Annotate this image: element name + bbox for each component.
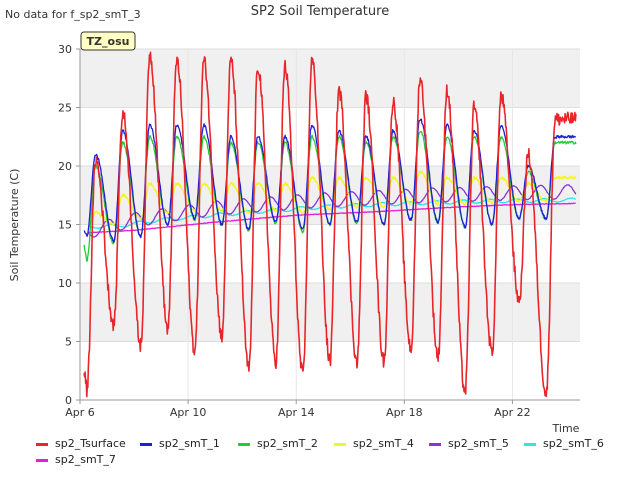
series-layer (83, 51, 577, 398)
y-tick-label: 15 (58, 219, 72, 232)
legend-swatch (334, 442, 346, 446)
legend-swatch (524, 442, 536, 446)
y-tick-group: 0 5 10 15 20 25 30 (58, 43, 80, 407)
legend-item-sp2-tsurface: sp2_Tsurface (36, 436, 126, 452)
legend-swatch (36, 458, 48, 462)
x-axis-label: Time (552, 422, 580, 435)
x-tick-group: Apr 6 Apr 10 Apr 14 Apr 18 Apr 22 (65, 400, 531, 419)
series-line-sp2-tsurface (83, 51, 577, 398)
site-badge-box (80, 31, 136, 51)
legend-swatch (140, 442, 152, 446)
legend-label: sp2_smT_2 (257, 437, 318, 450)
legend-label: sp2_smT_4 (353, 437, 414, 450)
x-tick-label: Apr 22 (494, 406, 531, 419)
legend-item-sp2-smt-5: sp2_smT_5 (429, 436, 509, 452)
x-tick-label: Apr 14 (278, 406, 315, 419)
legend-item-sp2-smt-4: sp2_smT_4 (334, 436, 414, 452)
y-axis-label: Soil Temperature (C) (8, 169, 21, 282)
legend-item-sp2-smt-1: sp2_smT_1 (140, 436, 220, 452)
no-data-notice: No data for f_sp2_smT_3 (5, 8, 141, 21)
series-line-sp2-smt-1 (83, 118, 577, 243)
site-badge: TZ_osu (80, 31, 136, 51)
legend-swatch (36, 442, 48, 446)
x-tick-label: Apr 18 (386, 406, 423, 419)
site-badge-label: TZ_osu (87, 35, 130, 48)
series-line-sp2-smt-4 (87, 170, 577, 230)
legend-item-sp2-smt-6: sp2_smT_6 (524, 436, 604, 452)
grid-band (80, 283, 580, 342)
y-tick-label: 5 (65, 336, 72, 349)
y-tick-label: 25 (58, 102, 72, 115)
y-tick-label: 0 (65, 394, 72, 407)
y-tick-label: 20 (58, 160, 72, 173)
legend-label: sp2_smT_6 (543, 437, 604, 450)
legend-swatch (238, 442, 250, 446)
legend-label: sp2_smT_1 (159, 437, 220, 450)
x-tick-label: Apr 6 (65, 406, 95, 419)
grid-band (80, 49, 580, 108)
legend-label: sp2_smT_7 (55, 453, 116, 466)
legend-item-sp2-smt-7: sp2_smT_7 (36, 452, 116, 468)
legend-swatch (429, 442, 441, 446)
legend-label: sp2_smT_5 (448, 437, 509, 450)
x-tick-label: Apr 10 (170, 406, 207, 419)
legend-label: sp2_Tsurface (55, 437, 126, 450)
legend-item-sp2-smt-2: sp2_smT_2 (238, 436, 318, 452)
y-tick-label: 10 (58, 277, 72, 290)
chart-title: SP2 Soil Temperature (251, 4, 389, 19)
y-tick-label: 30 (58, 43, 72, 56)
